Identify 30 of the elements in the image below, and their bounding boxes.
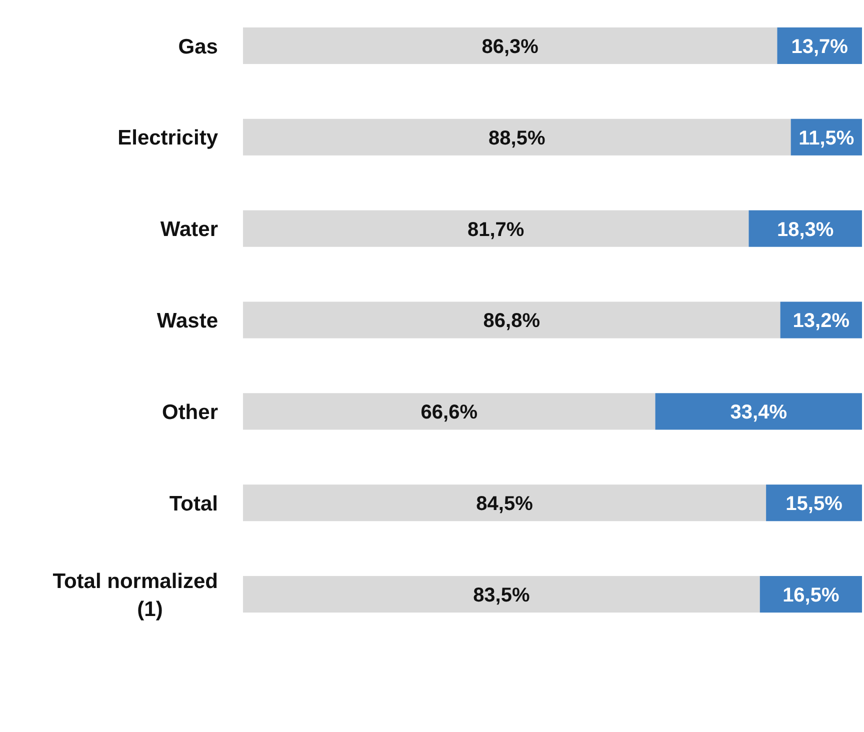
y-tick-label: Gas	[178, 35, 218, 58]
data-label: 18,3%	[777, 218, 834, 241]
y-tick-label: Other	[162, 400, 218, 424]
y-tick-label: Water	[160, 218, 218, 242]
y-tick-label: Waste	[156, 310, 218, 333]
data-label: 16,5%	[782, 584, 840, 606]
data-label: 81,7%	[468, 218, 524, 241]
bar	[243, 484, 766, 522]
data-label: 13,7%	[791, 36, 848, 58]
bar	[655, 393, 862, 430]
data-label: 83,5%	[473, 584, 530, 606]
data-label: 11,5%	[798, 127, 854, 150]
data-label: 86,3%	[482, 36, 539, 58]
bar	[748, 210, 862, 247]
y-tick-label: Total	[169, 492, 218, 516]
y-tick-label: Electricity	[118, 126, 218, 150]
bar	[243, 27, 778, 64]
y-tick-label: Total normalized (1)	[52, 570, 218, 621]
data-label: 86,8%	[483, 310, 540, 332]
data-label: 33,4%	[730, 402, 788, 424]
data-label: 13,2%	[792, 310, 850, 332]
bar	[243, 576, 760, 613]
data-label: 84,5%	[476, 493, 534, 516]
bar	[243, 393, 656, 430]
data-label: 88,5%	[488, 127, 546, 150]
bar	[243, 210, 749, 247]
data-label: 66,6%	[420, 402, 478, 424]
bar	[243, 302, 780, 338]
data-label: 15,5%	[786, 493, 843, 516]
bar	[243, 118, 791, 156]
